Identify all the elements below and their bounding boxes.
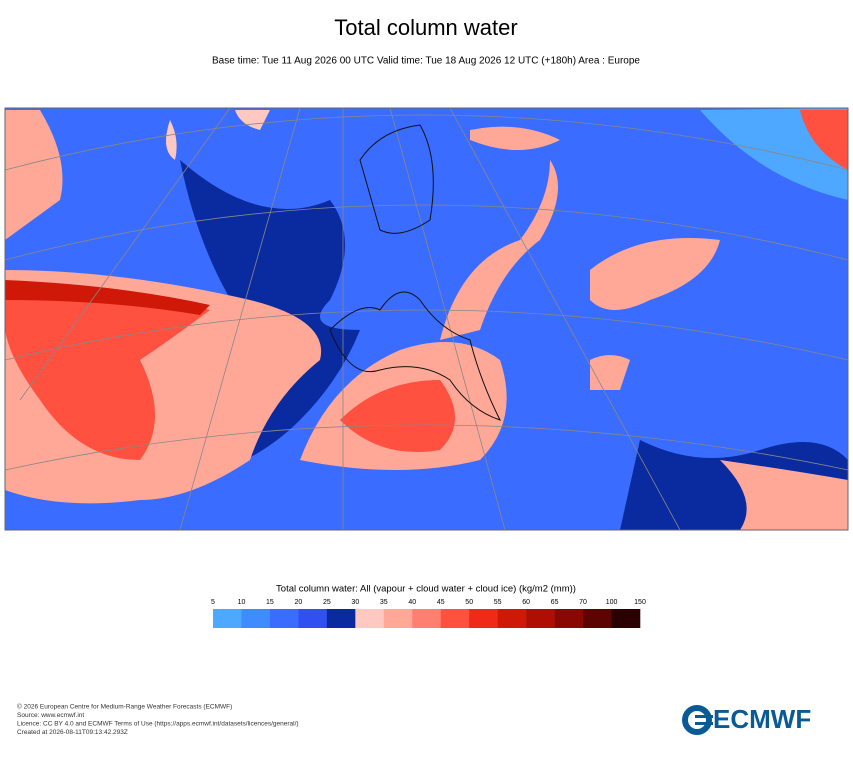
colorbar-tick-label: 35 bbox=[380, 599, 388, 606]
moist-area bbox=[5, 280, 210, 315]
colorbar-swatch bbox=[469, 609, 498, 628]
colorbar-swatch bbox=[269, 609, 299, 628]
logo-icon bbox=[695, 715, 713, 718]
colorbar-swatch bbox=[583, 609, 612, 628]
footer-line: Licence: CC BY 4.0 and ECMWF Terms of Us… bbox=[17, 721, 299, 728]
colorbar-tick-label: 70 bbox=[579, 599, 587, 606]
logo-icon bbox=[682, 705, 712, 735]
colorbar-tick-label: 150 bbox=[634, 599, 646, 606]
colorbar-tick-label: 30 bbox=[351, 599, 359, 606]
colorbar-tick-label: 60 bbox=[522, 599, 530, 606]
colorbar-tick-label: 5 bbox=[211, 599, 215, 606]
colorbar-tick-label: 100 bbox=[606, 599, 618, 606]
colorbar-tick-label: 40 bbox=[408, 599, 416, 606]
moist-area bbox=[590, 355, 630, 390]
moist-area bbox=[5, 110, 63, 240]
logo-icon bbox=[695, 722, 713, 725]
colorbar-tick-label: 25 bbox=[323, 599, 331, 606]
colorbar-swatch bbox=[611, 609, 641, 628]
colorbar-tick-label: 20 bbox=[295, 599, 303, 606]
moist-area bbox=[720, 460, 848, 530]
moist-area bbox=[800, 110, 848, 170]
footer: © 2026 European Centre for Medium-Range … bbox=[17, 703, 299, 737]
colorbar-swatch bbox=[440, 609, 470, 628]
logo-text: ECMWF bbox=[713, 704, 811, 734]
colorbar-tick-label: 55 bbox=[494, 599, 502, 606]
map bbox=[4, 107, 849, 531]
colorbar-swatch bbox=[412, 609, 442, 628]
colorbar-tick-label: 65 bbox=[551, 599, 559, 606]
subtitle: Base time: Tue 11 Aug 2026 00 UTC Valid … bbox=[212, 56, 640, 67]
footer-line: Created at 2026-08-11T09:13:42.293Z bbox=[17, 729, 128, 736]
colorbar-swatch bbox=[213, 609, 242, 628]
colorbar-swatch bbox=[298, 609, 328, 628]
colorbar-tick-label: 15 bbox=[266, 599, 274, 606]
colorbar-swatch bbox=[497, 609, 527, 628]
colorbar-swatch bbox=[526, 609, 555, 628]
colorbar-swatch bbox=[326, 609, 356, 628]
moist-area bbox=[340, 380, 455, 452]
colorbar: 5 10 15 20 25 30 35 40 45 50 55 60 65 70 100 150 bbox=[211, 599, 646, 628]
colorbar-swatch bbox=[241, 609, 271, 628]
colorbar-swatch bbox=[554, 609, 584, 628]
colorbar-swatch bbox=[355, 609, 385, 628]
moist-area bbox=[590, 238, 720, 310]
moist-area bbox=[470, 126, 560, 150]
coastline bbox=[329, 124, 501, 421]
colorbar-tick-label: 10 bbox=[238, 599, 246, 606]
footer-line: Source: www.ecmwf.int bbox=[17, 712, 84, 719]
title: Total column water bbox=[334, 15, 517, 40]
colorbar-label: Total column water: All (vapour + cloud … bbox=[276, 584, 576, 595]
moist-area bbox=[5, 284, 210, 460]
colorbar-tick-label: 45 bbox=[437, 599, 445, 606]
map-frame bbox=[4, 107, 849, 531]
colorbar-tick-label: 50 bbox=[465, 599, 473, 606]
footer-line: © 2026 European Centre for Medium-Range … bbox=[17, 703, 232, 711]
logo: ECMWF bbox=[682, 704, 811, 735]
moist-area bbox=[440, 160, 558, 340]
moist-area bbox=[166, 110, 270, 160]
colorbar-swatch bbox=[383, 609, 413, 628]
